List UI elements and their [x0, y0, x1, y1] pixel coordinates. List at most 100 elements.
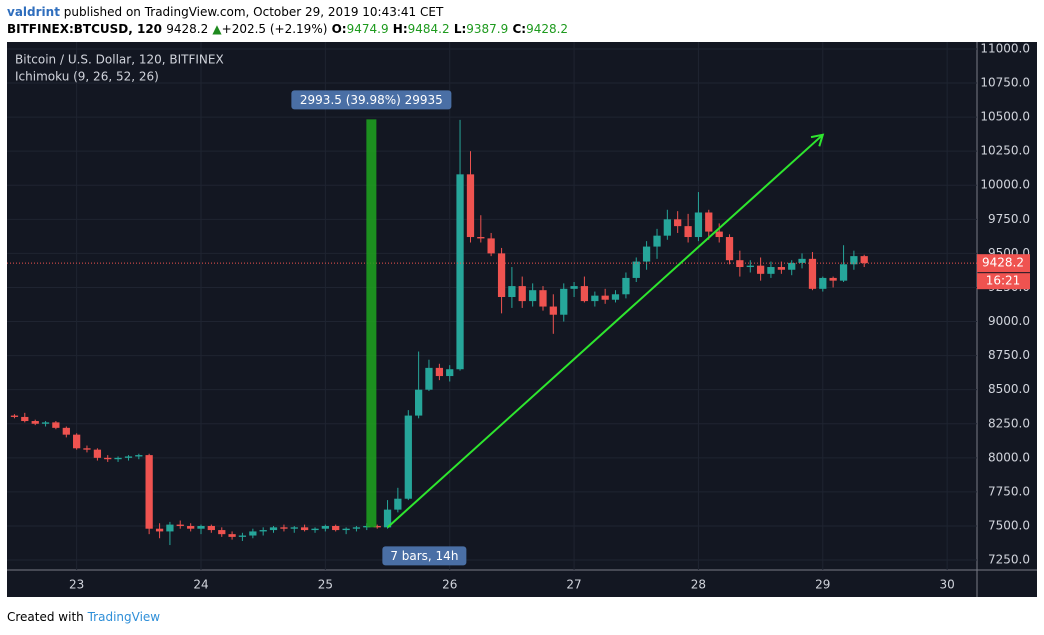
countdown: 16:21: [986, 274, 1021, 288]
candle-body: [850, 256, 858, 265]
candle-body: [166, 524, 174, 532]
h: 9484.2: [407, 22, 450, 36]
candle-body: [10, 415, 19, 417]
candle-body: [694, 212, 703, 238]
candle-body: [114, 457, 122, 460]
o-label: O:: [331, 22, 347, 36]
candle-body: [674, 219, 682, 227]
l: 9387.9: [466, 22, 509, 36]
candle-body: [352, 527, 361, 529]
candle-body: [342, 528, 350, 531]
candle-body: [52, 422, 60, 428]
x-tick-label: 29: [815, 578, 830, 592]
candle-body: [746, 265, 754, 268]
last-price-box: [977, 254, 1030, 273]
candle-body: [104, 457, 112, 460]
candle-body: [176, 524, 184, 526]
y-tick-label: 8750.0: [988, 348, 1030, 362]
candle-body: [456, 174, 464, 370]
candle-body: [62, 427, 70, 435]
candle-body: [560, 288, 568, 315]
measure-label-box: [291, 90, 452, 110]
c: 9428.2: [526, 22, 569, 36]
candle-body: [415, 389, 423, 416]
candle-body: [777, 267, 786, 270]
candle-body: [187, 525, 195, 529]
candle-body: [446, 369, 454, 377]
x-tick-label: 23: [69, 578, 84, 592]
l-label: L:: [453, 22, 467, 36]
candle-body: [135, 455, 143, 457]
candle-body: [41, 422, 50, 424]
candle-body: [829, 277, 837, 281]
y-tick-label: 8250.0: [988, 416, 1030, 430]
candle-body: [518, 286, 526, 302]
y-tick-label: 10000.0: [980, 178, 1030, 192]
candle-body: [373, 525, 381, 528]
x-tick-label: 26: [442, 578, 457, 592]
candle-body: [311, 528, 319, 531]
arrow-head: [810, 133, 825, 147]
bars-label-box: [382, 546, 467, 566]
x-tick-label: 27: [566, 578, 581, 592]
candle-body: [663, 219, 671, 236]
candle-body: [580, 286, 589, 302]
candle-body: [477, 237, 485, 239]
candle-body: [31, 421, 39, 424]
candle-body: [487, 238, 495, 254]
candle-body: [228, 534, 236, 537]
y-tick-label: 7250.0: [988, 553, 1030, 567]
candle-body: [124, 456, 133, 458]
y-tick-label: 11000.0: [980, 42, 1030, 55]
candle-body: [808, 258, 817, 289]
candle-body: [394, 498, 402, 510]
brand[interactable]: TradingView: [87, 610, 161, 624]
author[interactable]: valdrint: [7, 5, 60, 19]
measure-bar: [366, 119, 377, 528]
trend-line: [386, 134, 824, 529]
x-tick-label: 28: [691, 578, 706, 592]
candle-body: [83, 448, 91, 450]
candle-body: [238, 535, 247, 537]
candle-body: [435, 367, 444, 377]
candle-body: [839, 264, 848, 281]
candle-body: [860, 256, 868, 264]
measure-label: 2993.5 (39.98%) 29935: [300, 93, 443, 107]
chart-subtitle: Ichimoku (9, 26, 52, 26): [15, 70, 159, 84]
candle-body: [197, 525, 205, 529]
candle-body: [549, 306, 557, 315]
change: +202.5 (+2.19%): [221, 22, 328, 36]
header: valdrint published on TradingView.com, O…: [7, 4, 1037, 42]
last-price-label: 9428.2: [982, 256, 1024, 270]
candle-body: [21, 416, 29, 422]
candle-body: [611, 294, 620, 300]
y-tick-label: 9750.0: [988, 212, 1030, 226]
publish-line: valdrint published on TradingView.com, O…: [7, 4, 1037, 21]
candle-body: [145, 455, 153, 529]
candle-body: [601, 295, 609, 300]
y-tick-label: 7750.0: [988, 484, 1030, 498]
y-tick-label: 7500.0: [988, 518, 1030, 532]
candle-body: [715, 231, 723, 238]
candle-body: [705, 212, 713, 232]
chart-bg: [7, 42, 1037, 597]
candle-body: [497, 253, 506, 298]
y-tick-label: 10750.0: [980, 76, 1030, 90]
candle-body: [321, 525, 329, 529]
candle-body: [632, 261, 640, 278]
chart-title: Bitcoin / U.S. Dollar, 120, BITFINEX: [15, 53, 224, 67]
candle-body: [642, 246, 651, 262]
symbol: BITFINEX:BTCUSD, 120: [7, 22, 163, 36]
y-tick-label: 8000.0: [988, 450, 1030, 464]
candle-body: [788, 262, 796, 270]
x-tick-label: 30: [940, 578, 955, 592]
candle-body: [508, 286, 516, 298]
candle-body: [93, 449, 102, 458]
candle-body: [73, 434, 81, 449]
candle-body: [404, 415, 412, 499]
candle-body: [798, 258, 806, 263]
h-label: H:: [392, 22, 408, 36]
candle-body: [207, 525, 215, 531]
candle-body: [767, 267, 775, 274]
